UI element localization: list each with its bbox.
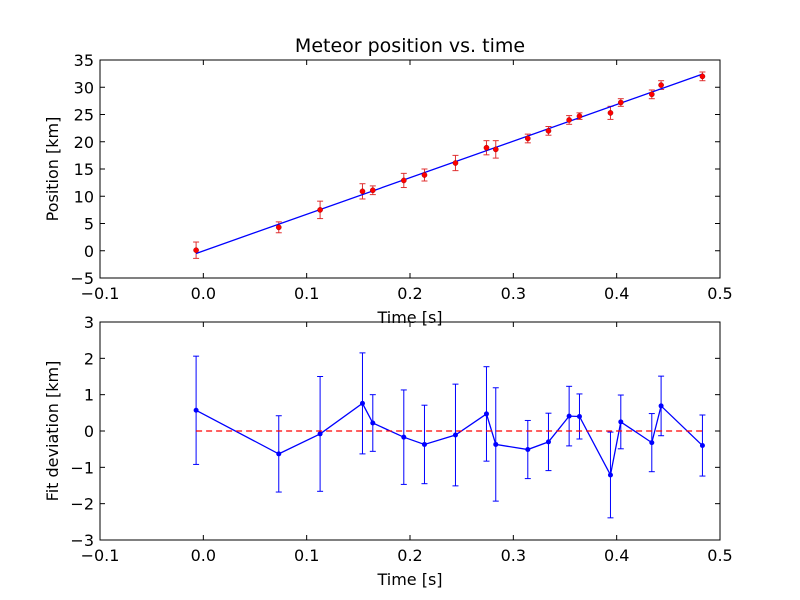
x-tick-label: 0.5	[707, 546, 732, 565]
y-tick-label: 0	[84, 242, 94, 261]
y-tick-label: −5	[70, 269, 94, 288]
deviation-point	[493, 441, 499, 447]
deviation-point	[421, 441, 427, 447]
y-tick-label: 5	[84, 215, 94, 234]
position-chart-ticks: −0.1 0.0 0.1 0.2 0.3 0.4 0.5 −5 0 5 10 15 20 25 30 35	[70, 51, 732, 303]
data-point	[369, 187, 376, 194]
data-point	[421, 172, 428, 178]
deviation-point	[566, 413, 572, 419]
y-tick-label: 2	[84, 349, 94, 368]
x-axis-label: Time [s]	[376, 570, 442, 589]
data-point	[359, 188, 366, 195]
deviation-point	[359, 400, 365, 406]
deviation-point	[576, 413, 582, 419]
data-point	[607, 110, 614, 116]
data-point	[193, 247, 199, 254]
data-point	[699, 73, 706, 80]
deviation-point	[193, 407, 199, 413]
chart-title: Meteor position vs. time	[295, 35, 525, 57]
deviation-point	[525, 447, 531, 453]
data-point	[545, 128, 552, 134]
deviation-point	[545, 439, 551, 445]
y-tick-label: 25	[74, 106, 94, 125]
x-tick-label: 0.3	[501, 284, 526, 303]
deviation-point	[317, 431, 323, 437]
y-axis-label: Fit deviation [km]	[43, 361, 62, 502]
deviation-point	[699, 443, 705, 449]
y-tick-label: 15	[74, 160, 94, 179]
x-tick-label: 0.0	[191, 284, 216, 303]
data-point	[492, 146, 499, 153]
deviation-point	[658, 403, 664, 409]
deviation-point	[607, 472, 613, 478]
deviation-point	[483, 411, 489, 417]
x-tick-label: 0.2	[397, 284, 422, 303]
x-tick-label: 0.3	[501, 546, 526, 565]
y-tick-label: −1	[70, 458, 94, 477]
y-tick-label: 1	[84, 386, 94, 405]
deviation-chart-ticks: −0.1 0.0 0.1 0.2 0.3 0.4 0.5 −3 −2 −1 0 1 2 3	[70, 313, 732, 565]
position-chart: Meteor position vs. time −0.1 0.0 0.1 0.2 0.…	[43, 35, 733, 327]
deviation-point	[452, 432, 458, 438]
x-tick-label: −0.1	[81, 546, 120, 565]
data-point	[317, 207, 323, 213]
deviation-point	[401, 434, 407, 440]
y-tick-label: 30	[74, 78, 94, 97]
y-tick-label: 35	[74, 51, 94, 70]
data-point	[275, 224, 282, 231]
x-tick-label: 0.5	[707, 284, 732, 303]
deviation-point	[276, 451, 282, 457]
data-point	[483, 144, 490, 151]
x-tick-label: 0.0	[191, 546, 216, 565]
x-tick-label: −0.1	[81, 284, 120, 303]
deviation-chart-marks	[193, 352, 706, 519]
deviation-point	[649, 440, 655, 446]
fit-line	[195, 73, 703, 255]
x-tick-label: 0.1	[294, 284, 319, 303]
data-point	[649, 91, 655, 98]
y-axis-label: Position [km]	[43, 117, 62, 222]
x-tick-label: 0.4	[604, 546, 629, 565]
data-point	[658, 82, 664, 88]
x-tick-label: 0.1	[294, 546, 319, 565]
data-point	[400, 177, 407, 184]
deviation-point	[370, 420, 376, 426]
position-chart-marks	[193, 71, 706, 259]
data-point	[525, 135, 531, 142]
y-tick-label: −3	[70, 531, 94, 550]
deviation-point	[618, 419, 624, 425]
x-tick-label: 0.2	[397, 546, 422, 565]
deviation-chart: −0.1 0.0 0.1 0.2 0.3 0.4 0.5 −3 −2 −1 0 1 2 3 Time [s…	[43, 313, 733, 589]
y-tick-label: 20	[74, 133, 94, 152]
y-tick-label: 3	[84, 313, 94, 332]
x-tick-label: 0.4	[604, 284, 629, 303]
y-tick-label: −2	[70, 495, 94, 514]
data-point	[576, 113, 583, 119]
data-point	[452, 160, 459, 166]
data-point	[618, 99, 624, 106]
data-point	[566, 117, 572, 123]
y-tick-label: 0	[84, 422, 94, 441]
y-tick-label: 10	[74, 187, 94, 206]
